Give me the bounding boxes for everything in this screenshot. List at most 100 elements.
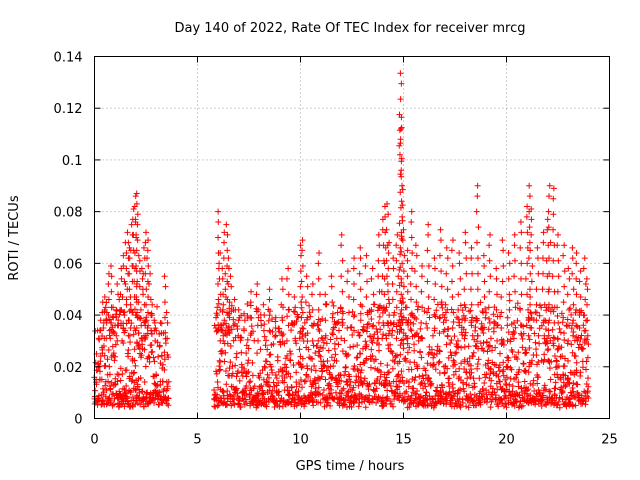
data-point	[239, 395, 246, 402]
data-point	[526, 224, 533, 231]
data-point	[409, 250, 416, 257]
data-point	[463, 403, 470, 410]
data-point	[517, 244, 524, 251]
data-point	[459, 379, 466, 386]
data-point	[525, 255, 532, 262]
data-point	[552, 379, 559, 386]
data-point	[309, 281, 316, 288]
data-point	[582, 327, 589, 334]
data-point	[579, 364, 586, 371]
data-point	[214, 304, 221, 311]
data-point	[480, 252, 487, 259]
data-point	[393, 335, 400, 342]
data-point	[408, 392, 415, 399]
data-point	[135, 330, 142, 337]
data-point	[354, 354, 361, 361]
data-point	[362, 404, 369, 411]
data-point	[337, 304, 344, 311]
data-point	[214, 312, 221, 319]
data-point	[248, 288, 255, 295]
data-point	[455, 387, 462, 394]
data-point	[386, 300, 393, 307]
data-point	[347, 394, 354, 401]
data-point	[461, 301, 468, 308]
data-point	[475, 356, 482, 363]
data-point	[335, 341, 342, 348]
data-point	[125, 239, 132, 246]
data-point	[438, 268, 445, 275]
data-point	[387, 341, 394, 348]
data-point	[525, 317, 532, 324]
data-point	[491, 389, 498, 396]
data-point	[279, 368, 286, 375]
data-point	[355, 329, 362, 336]
data-point	[359, 345, 366, 352]
data-point	[411, 268, 418, 275]
data-point	[497, 350, 504, 357]
data-point	[329, 330, 336, 337]
data-point	[114, 378, 121, 385]
data-point	[296, 381, 303, 388]
data-point	[421, 308, 428, 315]
data-point	[398, 155, 405, 162]
data-point	[330, 363, 337, 370]
data-point	[308, 366, 315, 373]
data-point	[132, 327, 139, 334]
data-point	[465, 382, 472, 389]
data-point	[114, 281, 121, 288]
data-point	[272, 325, 279, 331]
data-point	[583, 275, 590, 282]
data-point	[431, 296, 438, 303]
data-point	[320, 339, 327, 346]
data-point	[561, 336, 568, 343]
data-point	[491, 318, 498, 325]
data-point	[526, 344, 533, 351]
data-point	[534, 244, 541, 251]
data-point	[342, 364, 349, 371]
data-point	[214, 402, 221, 409]
data-point	[309, 355, 316, 362]
data-point	[514, 300, 521, 307]
data-point	[568, 311, 575, 318]
data-point	[467, 374, 474, 381]
data-point	[546, 286, 553, 293]
data-point	[535, 374, 542, 381]
data-point	[219, 265, 226, 272]
data-point	[344, 278, 351, 285]
data-point	[510, 328, 517, 335]
data-point	[158, 352, 165, 359]
data-point	[396, 322, 403, 329]
data-point	[425, 221, 432, 228]
data-point	[228, 283, 235, 290]
data-point	[400, 330, 407, 337]
data-point	[397, 251, 404, 258]
data-point	[243, 350, 250, 357]
data-point	[474, 338, 481, 345]
data-point	[448, 352, 455, 359]
data-point	[446, 375, 453, 382]
data-point	[299, 262, 306, 269]
data-point	[572, 353, 579, 360]
data-point	[504, 364, 511, 371]
data-point	[235, 368, 242, 375]
data-point	[516, 366, 523, 373]
data-point	[457, 386, 464, 393]
data-point	[556, 404, 563, 411]
data-point	[399, 202, 406, 209]
data-point	[309, 291, 316, 298]
data-point	[512, 288, 519, 295]
data-point	[135, 314, 142, 321]
data-point	[487, 404, 494, 411]
data-point	[417, 348, 424, 355]
data-point	[111, 357, 118, 364]
data-point	[322, 317, 329, 324]
data-point	[380, 331, 387, 338]
data-point	[97, 317, 104, 324]
data-point	[249, 359, 256, 366]
data-point	[396, 266, 403, 273]
data-point	[568, 325, 575, 332]
data-point	[403, 388, 410, 395]
data-point	[317, 291, 324, 298]
data-point	[570, 301, 577, 308]
data-point	[546, 388, 553, 395]
